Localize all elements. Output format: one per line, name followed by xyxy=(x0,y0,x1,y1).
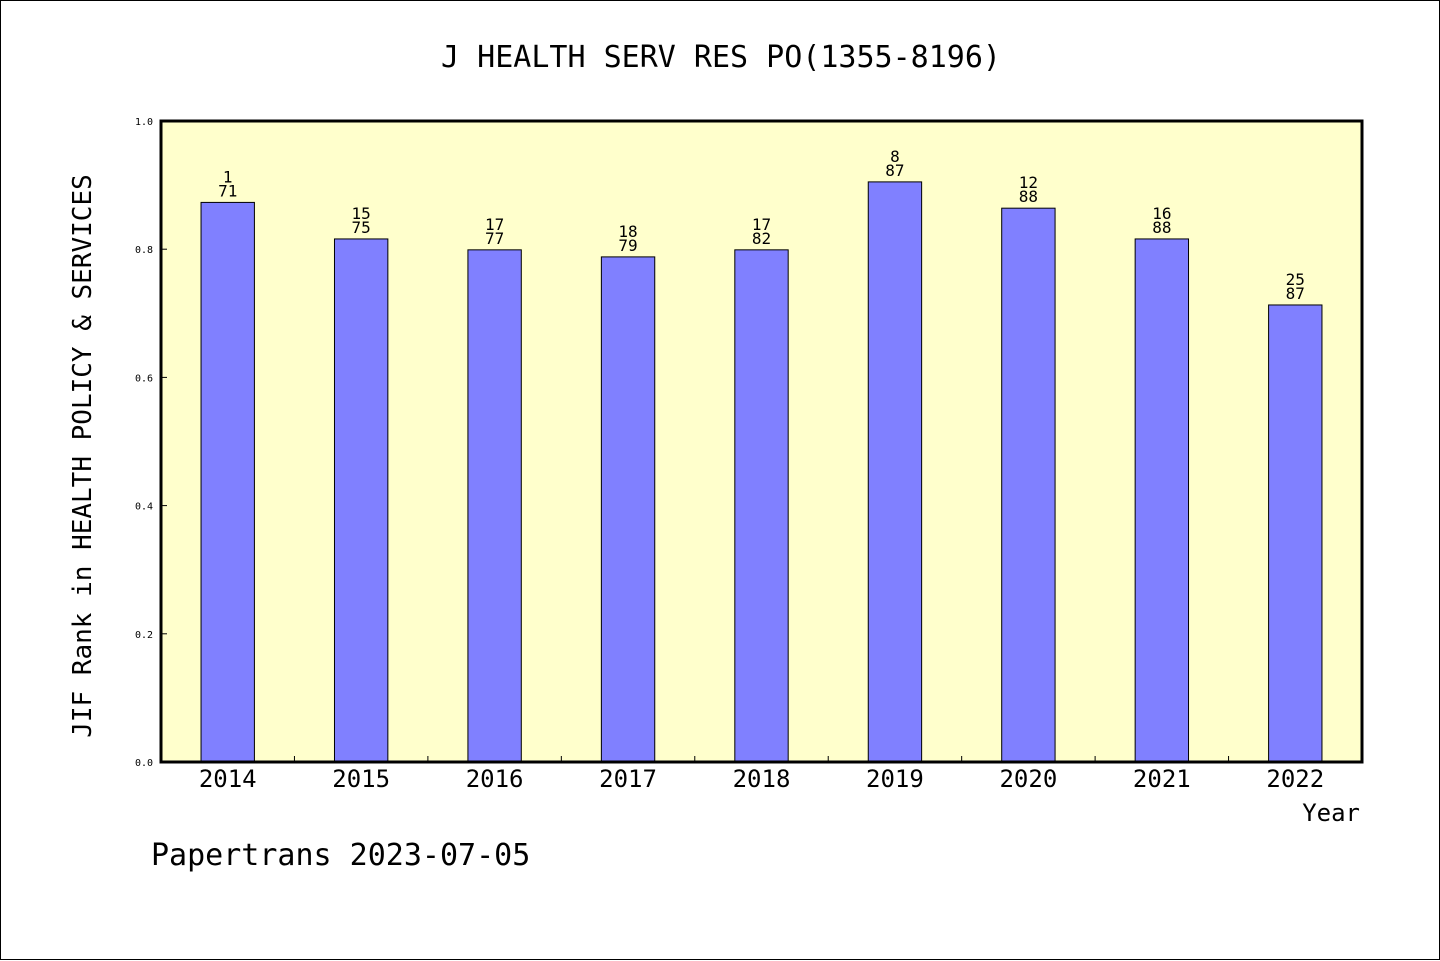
y-tick-label: 0.6 xyxy=(135,373,153,384)
y-tick-label: 0.0 xyxy=(135,758,153,769)
bar xyxy=(1001,207,1056,763)
x-tick-label: 2020 xyxy=(999,765,1057,793)
y-tick-label: 0.2 xyxy=(135,630,153,641)
bar-rank-label: 18 xyxy=(618,222,637,241)
bar-total-label: 71 xyxy=(218,181,237,200)
bar-rank-label: 1 xyxy=(223,167,233,186)
bar xyxy=(200,201,255,763)
y-axis-label: JIF Rank in HEALTH POLICY & SERVICES xyxy=(68,174,98,738)
x-tick-label: 2021 xyxy=(1133,765,1191,793)
bar xyxy=(1134,238,1190,763)
bar-total-label: 87 xyxy=(885,161,904,180)
bar-total-label: 88 xyxy=(1019,187,1038,206)
bar-rank-label: 17 xyxy=(752,215,771,234)
x-tick-label: 2018 xyxy=(733,765,791,793)
x-tick-label: 2014 xyxy=(199,765,257,793)
y-tick-label: 0.8 xyxy=(135,245,153,256)
bar-total-label: 79 xyxy=(618,236,637,255)
bar-rank-label: 12 xyxy=(1019,173,1038,192)
bar-rank-label: 15 xyxy=(352,204,371,223)
bar-series xyxy=(200,181,1323,763)
plot-border xyxy=(159,119,1364,764)
x-axis-label: Year xyxy=(1302,799,1360,827)
bar xyxy=(734,249,789,763)
bar-rank-label: 17 xyxy=(485,215,504,234)
bar xyxy=(867,181,923,763)
x-tick-label: 2019 xyxy=(866,765,924,793)
bar-rank-label: 16 xyxy=(1152,204,1171,223)
bar xyxy=(333,238,389,763)
bar-rank-label: 25 xyxy=(1286,270,1305,289)
bar-total-label: 82 xyxy=(752,229,771,248)
bar-total-label: 77 xyxy=(485,229,504,248)
bar-total-label: 88 xyxy=(1152,218,1171,237)
bar xyxy=(467,249,522,763)
x-tick-label: 2015 xyxy=(332,765,390,793)
bar-total-label: 75 xyxy=(352,218,371,237)
bar xyxy=(600,256,656,763)
x-tick-label: 2016 xyxy=(466,765,524,793)
bar-rank-label: 8 xyxy=(890,147,900,166)
x-tick-label: 2017 xyxy=(599,765,657,793)
bar xyxy=(1268,304,1323,763)
x-tick-label: 2022 xyxy=(1266,765,1324,793)
footer-credit: Papertrans 2023-07-05 xyxy=(151,838,530,873)
x-axis-ticks: 2014 2015 2016 2017 2018 2019 2020 2021 2022 xyxy=(199,756,1324,793)
chart-title: J HEALTH SERV RES PO(1355-8196) xyxy=(441,40,1001,75)
y-tick-label: 0.4 xyxy=(135,502,153,513)
bar-total-label: 87 xyxy=(1286,284,1305,303)
y-tick-label: 1.0 xyxy=(135,117,153,128)
